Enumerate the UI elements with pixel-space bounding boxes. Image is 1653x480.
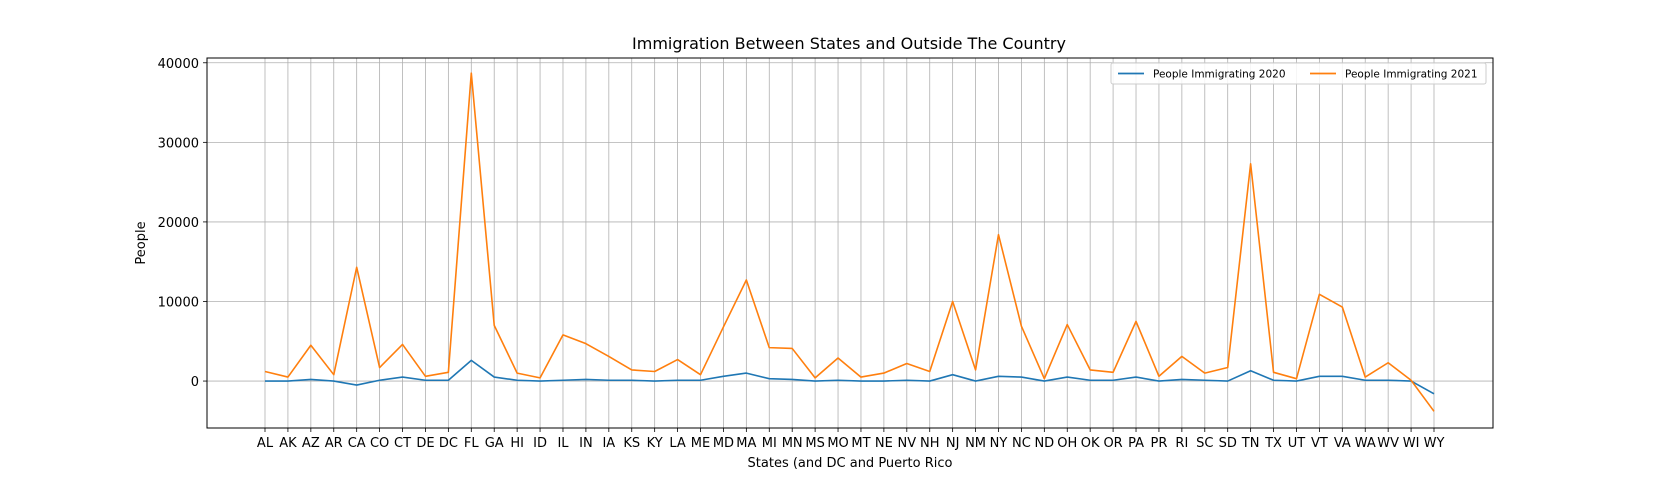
series-line: [264, 72, 1435, 412]
x-tick-label: UT: [1288, 436, 1306, 451]
x-tick-label: CA: [348, 436, 366, 451]
x-tick-label: PR: [1151, 436, 1168, 451]
x-tick-label: NJ: [946, 436, 960, 451]
x-tick-label: IL: [557, 436, 569, 451]
series-lines: [264, 72, 1435, 412]
x-tick-label: MT: [851, 436, 870, 451]
x-tick-label: FL: [464, 436, 479, 451]
grid-lines: [207, 58, 1493, 428]
y-tick-label: 40000: [158, 57, 199, 72]
x-tick-label: NM: [965, 436, 986, 451]
x-tick-label: AK: [279, 436, 297, 451]
x-tick-label: ID: [533, 436, 547, 451]
x-tick-label: OR: [1103, 436, 1122, 451]
x-axis-title: States (and DC and Puerto Rico: [748, 456, 953, 471]
x-tick-label: KS: [623, 436, 640, 451]
x-tick-label: CO: [370, 436, 389, 451]
x-tick-label: AR: [325, 436, 343, 451]
y-tick-label: 20000: [158, 216, 199, 231]
x-tick-label: OK: [1081, 436, 1100, 451]
x-tick-label: NE: [875, 436, 893, 451]
x-tick-label: VT: [1311, 436, 1328, 451]
x-tick-label: MN: [782, 436, 803, 451]
x-tick-label: SC: [1196, 436, 1213, 451]
x-tick-label: WA: [1355, 436, 1376, 451]
y-tick-label: 10000: [158, 295, 199, 310]
x-tick-label: ME: [691, 436, 710, 451]
x-tick-label: DC: [439, 436, 458, 451]
x-tick-label: MA: [736, 436, 756, 451]
legend-box: [1110, 62, 1487, 85]
y-axis: 0 10000 20000 30000 40000: [158, 57, 207, 390]
x-tick-label: KY: [647, 436, 663, 451]
plot-frame: [206, 57, 1494, 429]
x-tick-label: IN: [579, 436, 593, 451]
x-tick-label: TX: [1264, 436, 1282, 451]
y-axis-title: People: [134, 221, 149, 264]
x-tick-label: MO: [827, 436, 848, 451]
x-tick-label: DE: [416, 436, 434, 451]
x-tick-label: LA: [669, 436, 686, 451]
x-tick-label: WI: [1403, 436, 1420, 451]
x-tick-label: WY: [1424, 436, 1445, 451]
x-tick-label: NY: [990, 436, 1008, 451]
x-tick-label: CT: [394, 436, 411, 451]
x-tick-label: TN: [1241, 436, 1260, 451]
x-tick-label: PA: [1128, 436, 1144, 451]
x-tick-label: NV: [897, 436, 916, 451]
y-tick-label: 0: [191, 375, 199, 390]
x-tick-label: ND: [1034, 436, 1054, 451]
x-tick-label: MS: [805, 436, 824, 451]
x-tick-label: HI: [510, 436, 524, 451]
x-tick-label: MD: [713, 436, 734, 451]
x-tick-label: GA: [485, 436, 504, 451]
chart-title: Immigration Between States and Outside T…: [632, 34, 1066, 53]
x-tick-label: NH: [920, 436, 940, 451]
x-tick-label: OH: [1057, 436, 1077, 451]
legend-label: People Immigrating 2020: [1153, 69, 1286, 81]
legend: People Immigrating 2020 People Immigratin…: [1110, 62, 1487, 85]
x-tick-label: AZ: [302, 436, 320, 451]
x-tick-label: AL: [257, 436, 274, 451]
legend-label: People Immigrating 2021: [1345, 69, 1478, 81]
x-tick-label: WV: [1377, 436, 1399, 451]
x-tick-label: NC: [1012, 436, 1031, 451]
x-tick-label: MI: [762, 436, 777, 451]
series-line: [265, 359, 1435, 395]
x-tick-label: VA: [1334, 436, 1351, 451]
x-tick-label: SD: [1219, 436, 1237, 451]
x-axis: AL AK AZ AR CA CO CT DE DC FL GA HI ID IL IN IA KS KY LA ME…: [257, 428, 1445, 451]
x-tick-label: IA: [602, 436, 615, 451]
y-tick-label: 30000: [158, 136, 199, 151]
x-tick-label: RI: [1175, 436, 1188, 451]
